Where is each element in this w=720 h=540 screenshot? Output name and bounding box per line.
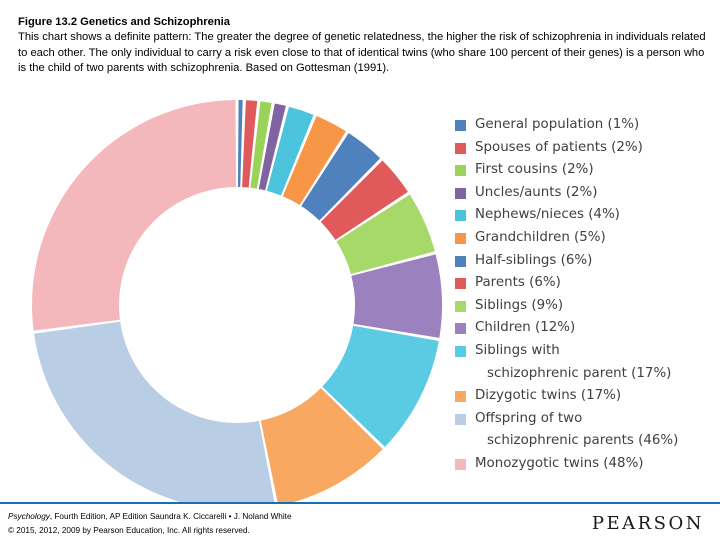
legend-label: Children (12%) (475, 320, 576, 336)
donut-slice-5 (282, 116, 346, 206)
legend-label: Monozygotic twins (48%) (475, 455, 644, 471)
donut-slice-7 (320, 160, 408, 240)
credit-text: Psychology, Fourth Edition, AP Edition S… (8, 510, 292, 538)
legend-swatch (455, 323, 466, 335)
donut-slice-8 (336, 194, 435, 275)
legend-swatch (455, 458, 466, 470)
legend-label: Uncles/aunts (2%) (475, 184, 598, 200)
donut-slice-12 (34, 321, 276, 511)
legend-label: Parents (6%) (475, 275, 561, 291)
donut-slice-1 (242, 100, 258, 188)
legend-item: Nephews/nieces (4%) (455, 204, 715, 227)
donut-slice-9 (351, 254, 442, 338)
pearson-logo: PEARSON (591, 513, 704, 534)
legend-item: Monozygotic twins (48%) (455, 453, 715, 476)
legend-item: Spouses of patients (2%) (455, 137, 715, 160)
legend-swatch (455, 232, 466, 244)
legend-swatch (455, 255, 466, 267)
figure-caption: Figure 13.2 Genetics and Schizophrenia T… (18, 15, 708, 76)
legend-swatch (455, 300, 466, 312)
legend-item: Siblings (9%) (455, 295, 715, 318)
chart-legend: General population (1%) Spouses of patien… (455, 114, 715, 476)
donut-slice-4 (266, 106, 314, 196)
legend-item: General population (1%) (455, 114, 715, 137)
legend-item: Half-siblings (6%) (455, 250, 715, 273)
figure-description: This chart shows a definite pattern: The… (18, 31, 706, 74)
legend-swatch (455, 278, 466, 290)
legend-swatch (455, 120, 466, 131)
legend-swatch (455, 413, 466, 425)
donut-slice-3 (258, 103, 286, 191)
legend-label: Spouses of patients (2%) (475, 139, 643, 155)
legend-swatch (455, 165, 466, 177)
footer: Psychology, Fourth Edition, AP Edition S… (0, 504, 720, 540)
legend-label: Half-siblings (6%) (475, 252, 593, 268)
legend-label: First cousins (2%) (475, 162, 594, 178)
legend-swatch (455, 210, 466, 222)
donut-slice-2 (250, 101, 272, 189)
copyright: © 2015, 2012, 2009 by Pearson Education,… (8, 526, 250, 535)
legend-label: General population (1%) (475, 117, 640, 132)
legend-item: Parents (6%) (455, 272, 715, 295)
donut-slice-0 (237, 100, 243, 188)
legend-item: Uncles/aunts (2%) (455, 182, 715, 205)
legend-label: Dizygotic twins (17%) (475, 388, 622, 404)
donut-slice-10 (322, 325, 439, 447)
legend-item: Children (12%) (455, 317, 715, 340)
legend-label: Grandchildren (5%) (475, 229, 606, 245)
donut-slice-6 (301, 133, 381, 221)
legend-swatch (455, 142, 466, 154)
legend-label: Siblings with schizophrenic parent (17%) (475, 342, 672, 381)
footer-divider (0, 502, 720, 504)
legend-item: Dizygotic twins (17%) (455, 385, 715, 408)
donut-slice-13 (32, 100, 237, 331)
legend-item: Grandchildren (5%) (455, 227, 715, 250)
legend-label: Nephews/nieces (4%) (475, 207, 620, 223)
legend-label: Siblings (9%) (475, 297, 564, 313)
legend-item: Siblings with schizophrenic parent (17%) (455, 340, 715, 385)
legend-item: Offspring of two schizophrenic parents (4… (455, 408, 715, 453)
legend-swatch (455, 345, 466, 357)
legend-swatch (455, 187, 466, 199)
donut-slice-11 (260, 387, 383, 506)
legend-item: First cousins (2%) (455, 159, 715, 182)
figure-title: Figure 13.2 Genetics and Schizophrenia (18, 16, 230, 28)
legend-label: Offspring of two schizophrenic parents (4… (475, 410, 679, 449)
legend-swatch (455, 391, 466, 403)
book-title: Psychology (8, 512, 50, 521)
book-credit: , Fourth Edition, AP Edition Saundra K. … (49, 512, 292, 521)
